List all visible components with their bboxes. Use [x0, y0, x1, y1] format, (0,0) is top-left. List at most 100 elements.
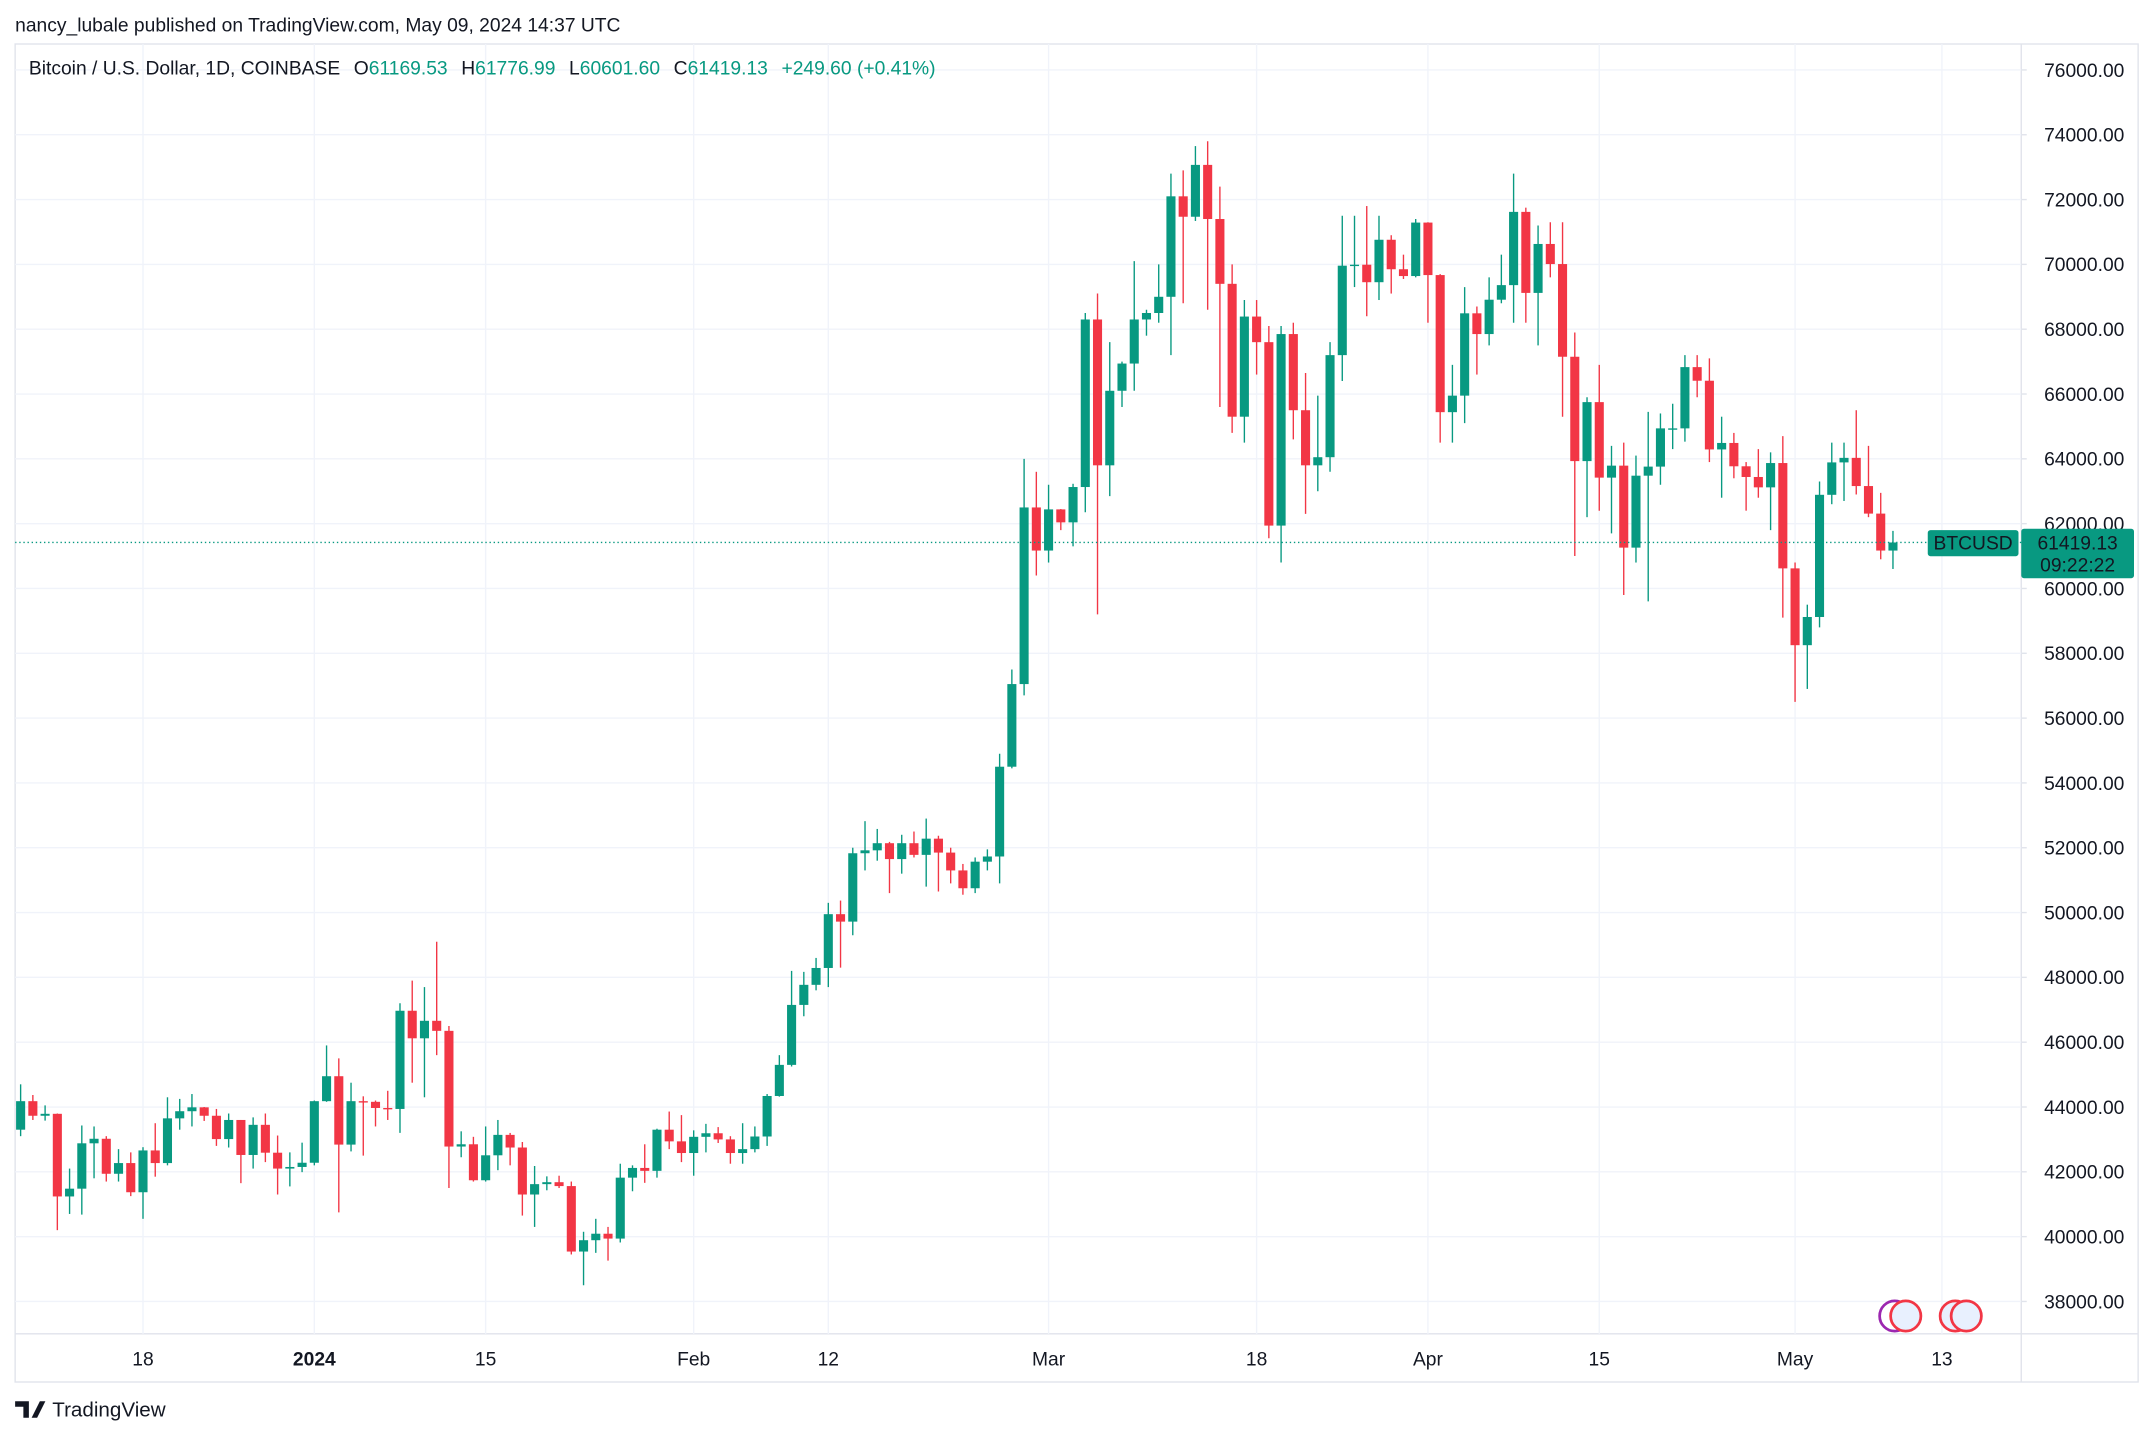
candle-body	[823, 914, 833, 968]
open-label: O	[354, 58, 369, 79]
candle-body	[860, 850, 870, 854]
candle-body	[419, 1020, 429, 1039]
y-tick-label: 72000.00	[2044, 190, 2124, 211]
candle-body	[640, 1167, 650, 1171]
candle-body	[187, 1107, 197, 1112]
y-tick-label: 38000.00	[2044, 1292, 2124, 1313]
candle-body	[1717, 442, 1727, 450]
candle-body	[1007, 684, 1017, 767]
close-value: 61419.13	[688, 58, 768, 79]
candle-body	[1741, 466, 1751, 477]
candle-body	[150, 1150, 160, 1164]
open-value: 61169.53	[369, 58, 448, 79]
x-tick-label: Mar	[1032, 1349, 1066, 1370]
candle-body	[28, 1101, 38, 1116]
candle-body	[1729, 442, 1739, 467]
candle-body	[1778, 463, 1788, 569]
candle-body	[872, 843, 882, 851]
candle-body	[1092, 319, 1103, 466]
candle-body	[432, 1020, 442, 1031]
candle-body	[1141, 312, 1152, 320]
candle-body	[113, 1163, 124, 1174]
candle-body	[297, 1162, 307, 1167]
candle-body	[1582, 402, 1592, 462]
candle-body	[933, 838, 943, 853]
close-label: C	[674, 58, 688, 79]
candle-body	[1325, 355, 1335, 458]
low-value: 60601.60	[580, 58, 660, 79]
candle-body	[615, 1177, 625, 1239]
y-tick-label: 74000.00	[2044, 126, 2124, 147]
candle-body	[787, 1004, 797, 1065]
candle-body	[566, 1186, 576, 1252]
candle-body	[946, 852, 956, 871]
candle-body	[848, 853, 858, 922]
candle-body	[1484, 299, 1494, 335]
y-tick-label: 48000.00	[2044, 968, 2124, 989]
candle-body	[481, 1155, 491, 1181]
logo: TradingView	[15, 1398, 166, 1421]
candle-body	[224, 1119, 234, 1140]
y-tick-label: 50000.00	[2044, 903, 2124, 924]
candle-body	[1154, 296, 1164, 313]
logo-mark	[15, 1401, 46, 1418]
candle-body	[322, 1076, 332, 1102]
candle-body	[517, 1147, 527, 1195]
candle-body	[921, 838, 931, 855]
candle-body	[1766, 463, 1776, 488]
candle-body	[1533, 243, 1543, 293]
candle-body	[1435, 275, 1445, 413]
candle-body	[1276, 334, 1286, 526]
x-tick-label: Feb	[677, 1349, 710, 1370]
candle-body	[1190, 164, 1200, 217]
candle-body	[1753, 476, 1763, 488]
y-tick-label: 58000.00	[2044, 644, 2124, 665]
candle-body	[1606, 465, 1617, 478]
candle-body	[16, 1101, 26, 1130]
change: +249.60 (+0.41%)	[781, 58, 935, 79]
y-tick-label: 54000.00	[2044, 774, 2124, 795]
candle-body	[1080, 319, 1090, 488]
x-tick-label: 12	[818, 1349, 839, 1370]
brand: TradingView	[52, 1398, 166, 1421]
candle-body	[101, 1138, 111, 1174]
price-tag	[2021, 528, 2134, 579]
candle-body	[334, 1076, 344, 1145]
candle-body	[897, 843, 907, 860]
candle-body	[89, 1138, 99, 1144]
candle-body	[762, 1095, 772, 1137]
candle-body	[909, 843, 919, 855]
candle-body	[627, 1167, 638, 1178]
event-icon[interactable]	[1889, 1299, 1923, 1333]
candle-body	[995, 766, 1005, 857]
candle-body	[982, 856, 992, 862]
candle-body	[1019, 507, 1029, 685]
event-icon[interactable]	[1949, 1299, 1983, 1333]
symbol-tag-label: BTCUSD	[1934, 533, 2013, 554]
candle-body	[579, 1240, 589, 1252]
candle-body	[358, 1101, 368, 1103]
candle-body	[530, 1184, 540, 1195]
y-tick-label: 64000.00	[2044, 450, 2124, 471]
candle-body	[1264, 342, 1274, 526]
candle-body	[468, 1144, 478, 1181]
candle-body	[1044, 509, 1054, 551]
candle-body	[1594, 402, 1604, 478]
candle-body	[1056, 509, 1066, 523]
candle-body	[958, 870, 968, 889]
price-tag-value: 61419.13	[2037, 533, 2117, 554]
x-tick-label: 18	[1246, 1349, 1267, 1370]
candle-body	[1239, 316, 1249, 417]
candle-body	[1129, 319, 1139, 364]
candle-body	[713, 1133, 723, 1140]
candle-body	[1570, 356, 1580, 462]
candle-body	[1031, 507, 1041, 551]
price-tag-countdown: 09:22:22	[2040, 555, 2115, 576]
candle-body	[1839, 457, 1849, 463]
candle-body	[1631, 475, 1641, 548]
event-icons	[1878, 1299, 1983, 1333]
candle-body	[162, 1118, 173, 1164]
y-tick-label: 60000.00	[2044, 579, 2124, 600]
candle-body	[1117, 363, 1127, 391]
candle-body	[689, 1136, 699, 1154]
